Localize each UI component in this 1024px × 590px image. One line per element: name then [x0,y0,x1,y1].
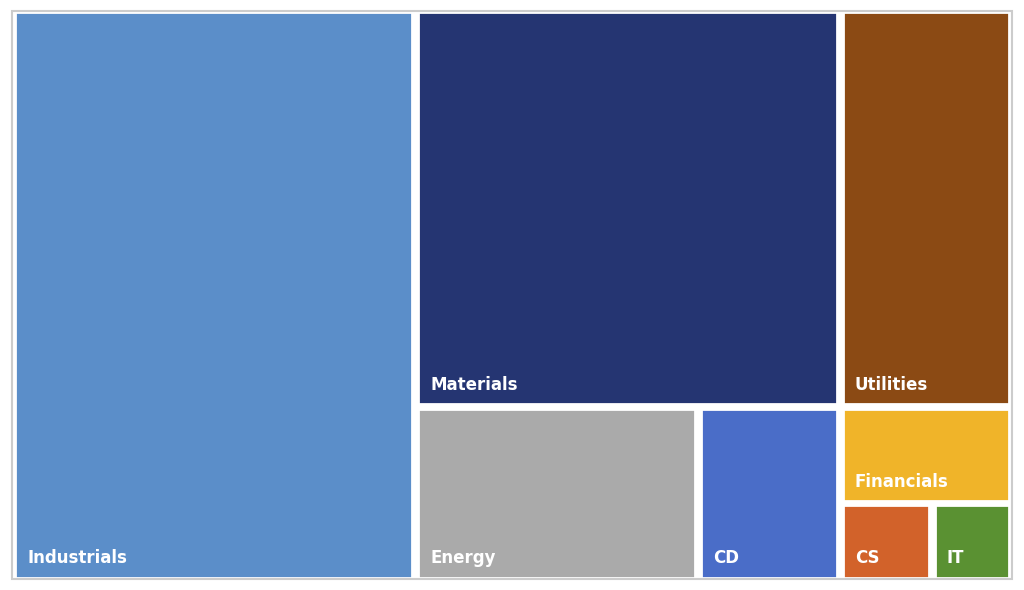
Text: Utilities: Utilities [855,376,928,394]
Bar [418,12,837,404]
Text: CS: CS [855,549,880,568]
Bar [843,12,1009,404]
Bar [15,12,412,578]
Text: CD: CD [713,549,739,568]
Text: Financials: Financials [855,473,948,491]
Bar [418,409,695,578]
Bar [843,506,929,578]
Bar [935,506,1009,578]
Text: Energy: Energy [430,549,496,568]
Bar [700,409,837,578]
Text: Industrials: Industrials [28,549,127,568]
Text: IT: IT [947,549,965,568]
Bar [843,409,1009,501]
Text: Materials: Materials [430,376,517,394]
